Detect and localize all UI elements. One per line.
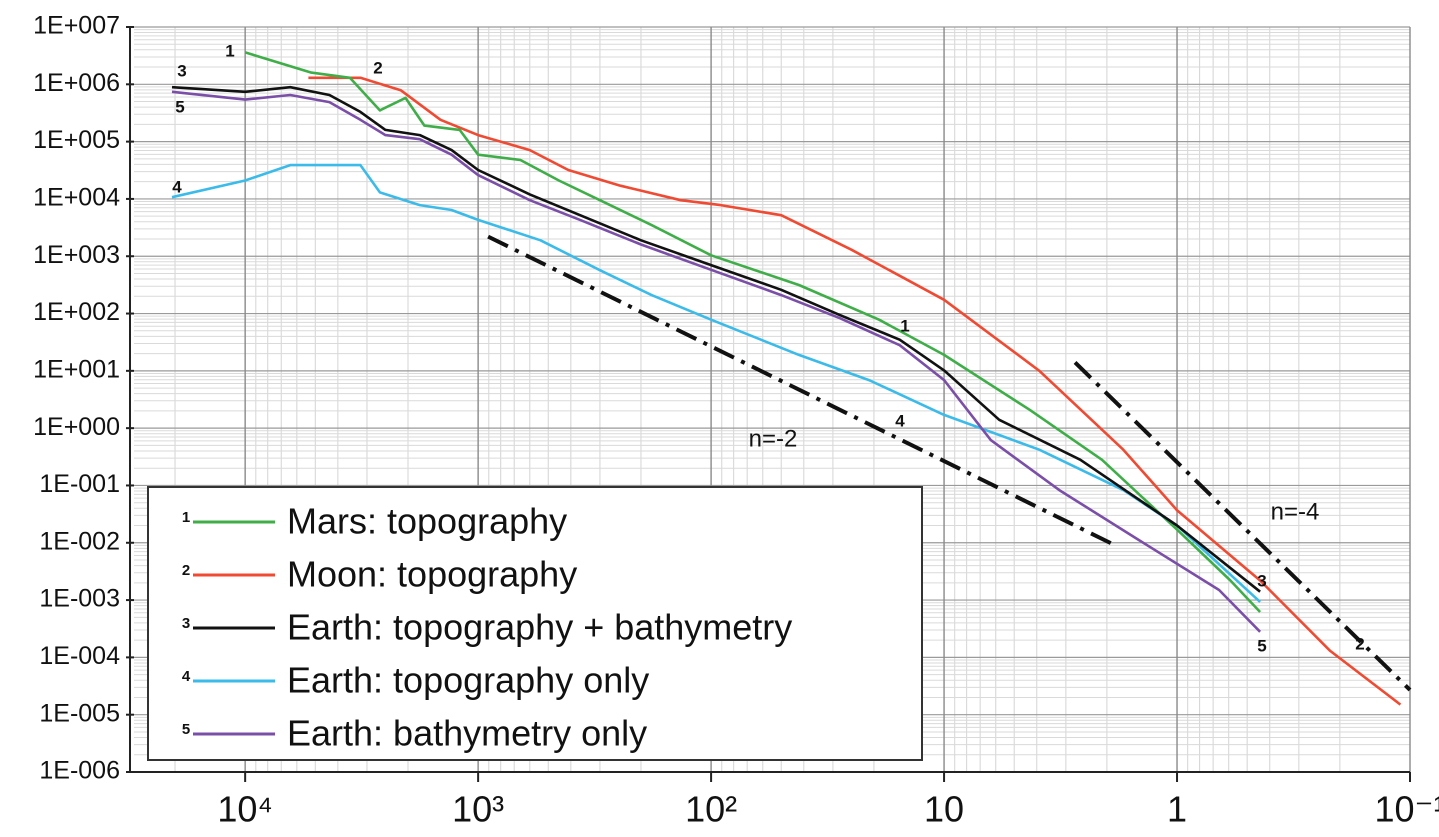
series-line [244,51,1262,613]
legend-label: Earth: topography + bathymetry [287,607,792,648]
legend-label: Earth: bathymetry only [287,713,647,754]
y-tick-label: 1E+004 [33,184,120,212]
x-tick-label: 10⁻¹ [1374,789,1439,830]
x-tick-label: 10³ [452,789,504,830]
legend-number: 2 [182,562,190,579]
legend-label: Mars: topography [287,501,567,542]
y-tick-label: 1E-005 [39,699,120,727]
x-tick-label: 10² [685,789,737,830]
legend-number: 4 [182,668,191,685]
series-line [171,85,1261,593]
y-tick-label: 1E-002 [39,527,120,555]
reference-label: n=-2 [749,425,798,452]
series-number: 1 [225,41,234,60]
y-tick-label: 1E+002 [33,298,120,326]
series-number: 2 [1355,634,1364,653]
x-tick-label: 1 [1167,789,1187,830]
y-tick-label: 1E+005 [33,126,120,154]
legend-label: Moon: topography [287,554,577,595]
y-tick-label: 1E-004 [39,642,120,670]
series-line [171,163,1261,603]
series-number: 5 [1257,636,1266,655]
y-tick-label: 1E-003 [39,585,120,613]
y-tick-label: 1E-001 [39,470,120,498]
plot: 1 1 2 2 3 3 4 4 5 5 n=-2 n=-4 [171,41,1412,706]
series-number: 5 [175,97,184,116]
y-tick-label: 1E+000 [33,413,120,441]
y-tick-label: 1E+006 [33,69,120,97]
series-number: 4 [895,411,905,430]
legend-number: 3 [182,615,190,632]
legend: 1 Mars: topography 2 Moon: topography 3 Earth… [147,486,923,761]
reference-label: n=-4 [1271,498,1320,525]
axes: 1E+007 1E+006 1E+005 1E+004 1E+003 1E+002 1E+0… [33,12,1439,830]
reference-line [1073,361,1412,692]
series-number: 4 [172,177,182,196]
series-line [171,90,1262,633]
x-tick-label: 10 [924,789,964,830]
series-line [308,76,1402,706]
y-tick-label: 1E+001 [33,355,120,383]
x-tick-label: 10⁴ [217,789,273,830]
y-tick-label: 1E+007 [33,12,120,40]
series-number: 2 [373,58,382,77]
series-number: 3 [1257,571,1266,590]
legend-number: 1 [182,509,190,526]
y-tick-label: 1E-006 [39,757,120,785]
legend-number: 5 [182,721,190,738]
y-tick-label: 1E+003 [33,241,120,269]
legend-box [147,486,923,761]
series-number: 3 [177,61,186,80]
legend-label: Earth: topography only [287,660,649,701]
reference-line [487,234,1116,547]
series-number: 1 [900,316,909,335]
